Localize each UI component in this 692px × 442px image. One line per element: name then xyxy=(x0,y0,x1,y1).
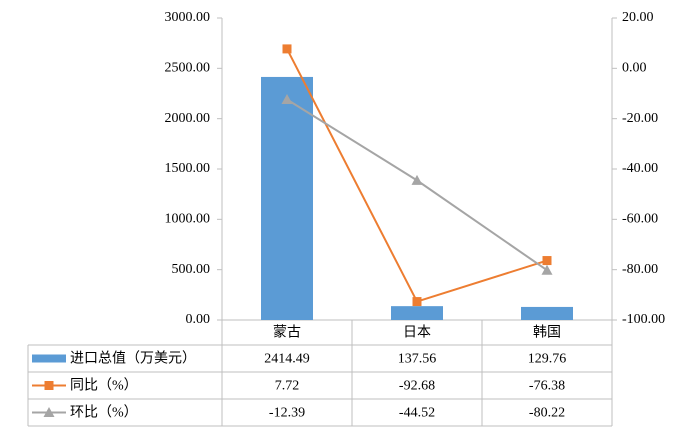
point xyxy=(542,256,552,266)
legend-label: 同比（%） xyxy=(70,378,138,394)
point xyxy=(412,297,422,307)
bar xyxy=(391,306,443,320)
y2-tick-label: -80.00 xyxy=(622,262,658,277)
legend-key xyxy=(44,381,54,390)
y2-tick-label: -40.00 xyxy=(622,161,658,176)
y-tick-label: 0.00 xyxy=(186,312,211,327)
table-value: -44.52 xyxy=(399,406,435,421)
table-value: 2414.49 xyxy=(264,352,310,367)
table-value: -80.22 xyxy=(529,406,565,421)
bar xyxy=(261,76,313,320)
y-tick-label: 500.00 xyxy=(172,262,211,277)
x-tick-label: 蒙古 xyxy=(273,325,301,341)
y-tick-label: 3000.00 xyxy=(165,10,211,25)
table-value: 7.72 xyxy=(275,379,300,394)
point xyxy=(282,44,292,54)
y2-tick-label: 20.00 xyxy=(622,10,654,25)
table-value: -92.68 xyxy=(399,379,435,394)
bar xyxy=(521,306,573,320)
legend-key xyxy=(43,407,55,417)
y-tick-label: 2000.00 xyxy=(165,111,211,126)
legend-label: 进口总值（万美元） xyxy=(70,351,196,367)
y2-tick-label: -100.00 xyxy=(622,312,665,327)
legend-key xyxy=(32,354,66,363)
y-tick-label: 1500.00 xyxy=(165,161,211,176)
point xyxy=(411,174,423,185)
y-tick-label: 1000.00 xyxy=(165,212,211,227)
y-tick-label: 2500.00 xyxy=(165,61,211,76)
x-tick-label: 韩国 xyxy=(533,325,561,341)
y2-tick-label: -60.00 xyxy=(622,212,658,227)
table-value: -12.39 xyxy=(269,406,305,421)
x-tick-label: 日本 xyxy=(403,325,431,341)
table-value: 129.76 xyxy=(528,352,567,367)
point xyxy=(541,264,553,275)
legend-label: 环比（%） xyxy=(70,405,138,421)
y2-tick-label: -20.00 xyxy=(622,111,658,126)
y2-tick-label: 0.00 xyxy=(622,61,647,76)
table-value: 137.56 xyxy=(398,352,437,367)
point xyxy=(281,94,293,105)
table-value: -76.38 xyxy=(529,379,565,394)
